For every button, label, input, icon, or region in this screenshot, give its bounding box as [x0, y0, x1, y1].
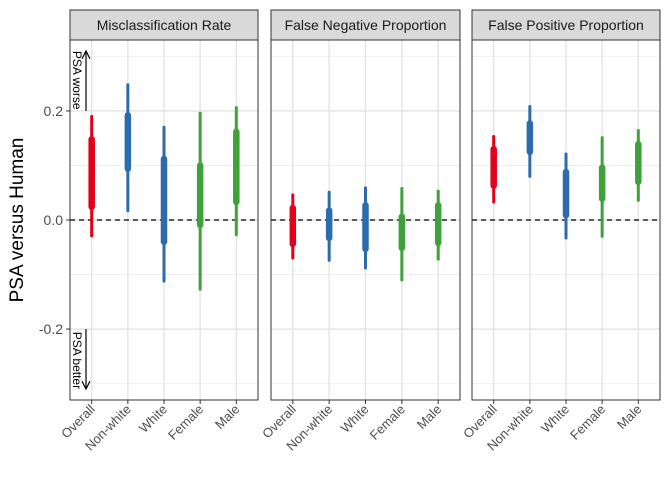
x-tick-label: Female	[165, 402, 206, 443]
x-tick-label: White	[338, 402, 372, 436]
panel-title: False Negative Proportion	[285, 17, 447, 33]
panel-2: False Negative ProportionOverallNon-whit…	[259, 9, 461, 454]
panel-strip	[69, 9, 259, 41]
y-tick-label: 0.0	[44, 212, 64, 228]
panel-title: Misclassification Rate	[97, 17, 232, 33]
panel-1: Misclassification Rate PSA worse PSA bette…	[58, 9, 259, 454]
arrow-down-head	[81, 380, 91, 391]
x-tick-label: Male	[212, 402, 243, 433]
panel-3: False Positive ProportionOverallNon-whit…	[460, 9, 661, 454]
annotation-psa-better: PSA better	[70, 332, 84, 389]
x-tick-label: Female	[367, 402, 408, 443]
x-tick-label: Male	[414, 402, 445, 433]
panel-strip	[270, 9, 461, 41]
panel-title: False Positive Proportion	[488, 17, 644, 33]
panel-strip	[471, 9, 661, 41]
annotation-psa-worse: PSA worse	[70, 51, 84, 110]
x-tick-label: White	[136, 402, 170, 436]
x-tick-label: White	[538, 402, 572, 436]
y-tick-label: -0.2	[39, 321, 63, 337]
y-axis-title: PSA versus Human	[7, 138, 28, 303]
x-tick-label: Male	[614, 402, 645, 433]
x-tick-label: Female	[567, 402, 608, 443]
y-tick-label: 0.2	[44, 103, 64, 119]
annotation-group: PSA worse PSA better	[70, 49, 91, 391]
arrow-up-head	[81, 49, 91, 60]
